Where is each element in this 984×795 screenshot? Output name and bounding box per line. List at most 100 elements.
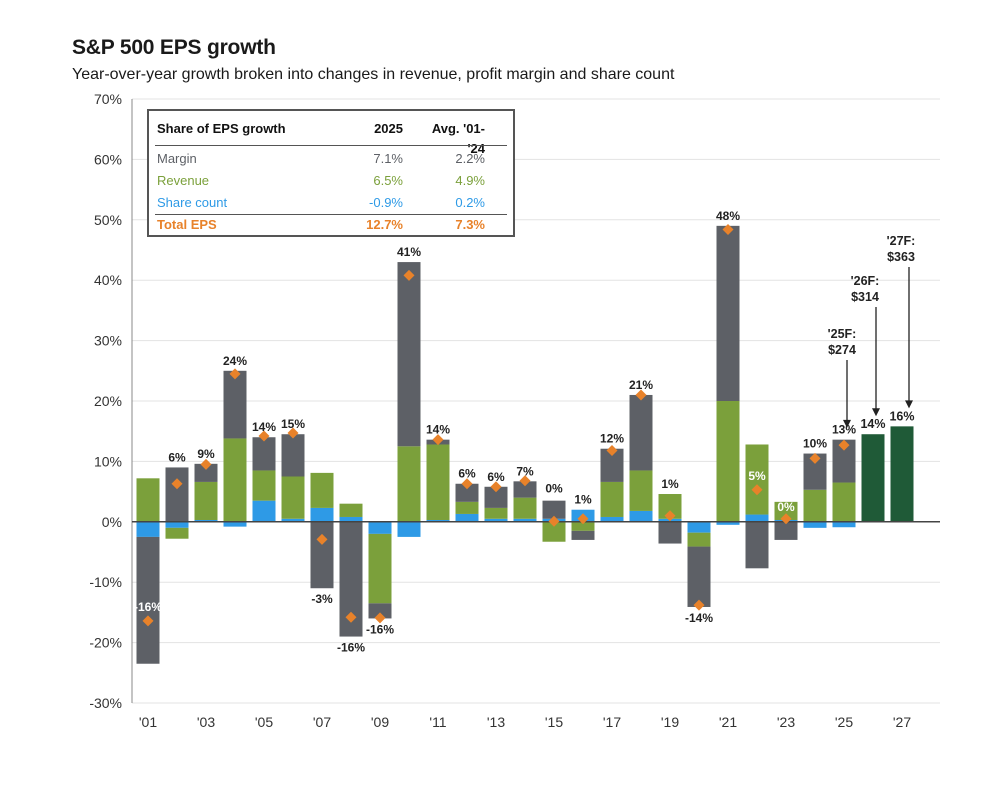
share-count-bar	[368, 521, 392, 534]
legend-value-average: 0.2%	[455, 195, 485, 210]
total-eps-label: 6%	[168, 450, 186, 464]
margin-bar	[513, 481, 537, 498]
total-eps-marker	[200, 458, 212, 470]
legend-divider	[155, 214, 507, 215]
y-tick-label: -30%	[89, 695, 122, 711]
y-tick-label: 20%	[94, 393, 122, 409]
margin-bar	[803, 453, 827, 490]
total-eps-marker	[142, 615, 154, 627]
total-eps-marker	[519, 475, 531, 487]
margin-bar	[368, 603, 392, 619]
total-eps-marker	[345, 611, 357, 623]
margin-bar	[252, 437, 276, 471]
total-eps-marker	[287, 427, 299, 439]
share-count-bar	[281, 518, 305, 522]
revenue-bar	[310, 472, 334, 508]
share-count-bar	[600, 516, 624, 522]
total-eps-marker	[577, 513, 589, 525]
y-tick-label: 70%	[94, 91, 122, 107]
margin-bar	[194, 463, 218, 482]
margin-bar	[136, 536, 160, 664]
legend-divider	[155, 145, 507, 146]
legend-label: Revenue	[157, 173, 210, 188]
total-eps-label: 1%	[661, 477, 679, 491]
share-count-bar	[716, 521, 740, 525]
total-eps-label: 13%	[832, 423, 856, 437]
legend-value-average: 2.2%	[455, 151, 485, 166]
forecast-annotation-line2: $363	[887, 250, 915, 264]
total-eps-label: -3%	[311, 592, 333, 606]
total-eps-marker	[751, 484, 763, 496]
revenue-bar	[136, 478, 160, 522]
margin-bar	[542, 500, 566, 519]
forecast-annotation-line2: $274	[828, 343, 856, 357]
share-count-bar	[832, 521, 856, 528]
total-eps-label: 14%	[426, 423, 450, 437]
y-tick-label: 50%	[94, 212, 122, 228]
margin-bar	[484, 486, 508, 508]
share-count-bar	[745, 514, 769, 522]
share-count-bar	[629, 510, 653, 522]
share-count-bar	[687, 521, 711, 533]
annotation-arrow-head	[905, 400, 913, 409]
total-eps-label: -16%	[337, 641, 365, 655]
revenue-bar	[426, 444, 450, 520]
share-count-bar	[484, 518, 508, 522]
total-eps-label: 41%	[397, 245, 421, 259]
chart-subtitle: Year-over-year growth broken into change…	[72, 66, 675, 83]
total-eps-marker	[722, 223, 734, 235]
share-count-bar	[513, 518, 537, 522]
legend-label: Total EPS	[157, 217, 217, 232]
total-eps-marker	[229, 368, 241, 380]
revenue-bar	[223, 438, 247, 522]
revenue-bar	[600, 481, 624, 517]
total-eps-label: 14%	[252, 420, 276, 434]
forecast-bar	[861, 434, 885, 522]
total-eps-label: 5%	[748, 469, 766, 483]
legend-value-2025: 12.7%	[366, 217, 403, 232]
margin-bar	[223, 370, 247, 439]
total-eps-label: -14%	[685, 611, 713, 625]
total-eps-label: 12%	[600, 432, 624, 446]
x-tick-label: '11	[429, 714, 446, 730]
total-eps-marker	[635, 389, 647, 401]
total-eps-label: 6%	[487, 470, 505, 484]
legend-table: Share of EPS growth 2025 Avg. '01-'24 Ma…	[147, 109, 515, 237]
share-count-bar	[252, 500, 276, 522]
revenue-bar	[658, 494, 682, 519]
y-tick-label: 30%	[94, 333, 122, 349]
share-count-bar	[223, 521, 247, 527]
share-count-bar	[426, 519, 450, 522]
margin-bar	[832, 439, 856, 483]
x-tick-label: '01	[139, 714, 157, 730]
revenue-bar	[716, 401, 740, 522]
total-eps-marker	[461, 478, 473, 490]
revenue-bar	[629, 470, 653, 511]
legend-row-margin: Margin 7.1% 2.2%	[157, 149, 509, 169]
total-eps-marker	[403, 269, 415, 281]
annotation-arrow-head	[843, 419, 851, 428]
y-tick-label: -20%	[89, 635, 122, 651]
y-tick-label: 10%	[94, 453, 122, 469]
total-eps-label: 9%	[197, 447, 215, 461]
revenue-bar	[832, 482, 856, 522]
revenue-bar	[803, 489, 827, 522]
total-eps-label: -16%	[134, 600, 162, 614]
legend-value-2025: -0.9%	[369, 195, 403, 210]
total-eps-label: 6%	[458, 467, 476, 481]
legend-header-2025: 2025	[374, 121, 403, 136]
margin-bar	[310, 521, 334, 589]
margin-bar	[629, 394, 653, 471]
share-count-bar	[397, 521, 421, 537]
x-tick-label: '23	[777, 714, 795, 730]
total-eps-marker	[606, 445, 618, 457]
total-eps-marker	[490, 481, 502, 493]
share-count-bar	[165, 521, 189, 528]
x-tick-label: '09	[371, 714, 389, 730]
legend-value-average: 4.9%	[455, 173, 485, 188]
margin-bar	[774, 521, 798, 540]
total-eps-label: 0%	[545, 482, 563, 496]
legend-header-label: Share of EPS growth	[157, 121, 286, 136]
revenue-bar	[542, 521, 566, 542]
